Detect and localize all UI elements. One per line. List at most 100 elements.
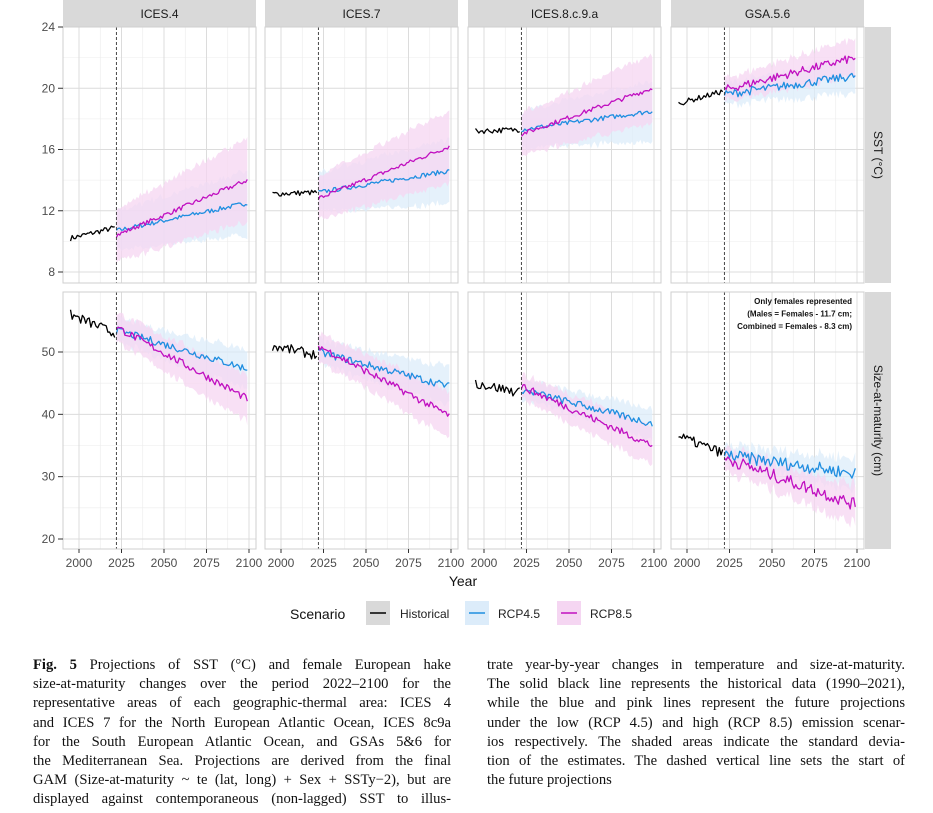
x-tick-label: 2000 [268,556,295,570]
x-tick-label: 2025 [513,556,540,570]
y-tick-label: 50 [42,345,56,359]
panel-border [467,291,662,550]
y-tick-label: 8 [48,265,55,279]
panel-border [670,291,865,550]
facet-strip [671,0,864,27]
rcp45-line [521,388,653,427]
legend-item-historical: Historical [366,601,449,625]
figure-caption-right: trate year-by-year changes in temperatur… [487,656,905,790]
x-tick-label: 2100 [236,556,263,570]
x-tick-label: 2050 [151,556,178,570]
panel-GSA.5.6-size: Only females represented (Males = Females… [670,291,865,550]
caption-line: the Mediterranean Sea. Projections are d… [33,753,451,770]
panel-ICES.7-size [264,291,459,550]
caption-line: size-at-maturity changes over the period… [33,676,451,693]
facet-strip-label: ICES.4 [140,7,178,21]
x-tick-label: 2075 [801,556,828,570]
caption-line: the future projections [487,772,612,789]
caption-line: and ICES 7 for the North European Atlant… [33,714,451,731]
rcp85-line [317,345,450,417]
caption-line: ios respectively. The shaded areas indic… [487,733,905,750]
rcp85-line [723,456,856,510]
x-tick-label: 2025 [310,556,337,570]
panel-border [264,26,459,284]
historical-line [474,379,521,397]
x-tick-label: 2050 [556,556,583,570]
rcp85-sd-ribbon [724,38,856,102]
row-strip [865,27,891,283]
row-strip-label: SST (°C) [871,131,885,179]
rcp85-sd-ribbon [521,53,653,157]
panel-ICES.7-sst [264,26,459,284]
y-tick-label: 40 [42,407,56,421]
x-tick-label: 2025 [716,556,743,570]
y-tick-label: 20 [42,532,56,546]
panel-ICES.8.c.9.a-size [467,291,662,550]
x-axis-label: Year [449,573,478,589]
rcp45-line [723,450,856,479]
caption-line: displayed against contemporaneous (non-l… [33,791,451,808]
x-tick-label: 2100 [641,556,668,570]
historical-line [69,309,116,338]
x-tick-label: 2100 [844,556,871,570]
x-tick-label: 2000 [471,556,498,570]
x-tick-label: 2075 [598,556,625,570]
legend-label: RCP8.5 [590,607,632,621]
panel-GSA.5.6-sst [670,26,865,284]
legend: Scenario Historical RCP4.5 RCP8.5 [290,601,632,625]
historical-line [678,89,724,106]
caption-line: for the South European Atlantic Ocean, a… [33,733,451,750]
x-tick-label: 2075 [395,556,422,570]
historical-line [678,433,724,457]
caption-line: representative areas of each geographic-… [33,695,451,712]
caption-line: under the low (RCP 4.5) and high (RCP 8.… [487,714,905,731]
panel-ICES.8.c.9.a-sst [467,26,662,284]
panel-annotation-line: Only females represented [754,297,852,306]
row-strip [865,292,891,549]
rcp85-line [317,145,450,200]
rcp85-line [723,55,856,92]
panel-border [62,26,257,284]
x-tick-label: 2000 [66,556,93,570]
historical-line [271,344,318,360]
caption-line: while the blue and pink lines represent … [487,695,905,712]
rcp85-sd-ribbon [318,110,450,221]
y-tick-label: 16 [42,143,56,157]
caption-line: trate year-by-year changes in temperatur… [487,657,905,673]
legend-item-rcp45: RCP4.5 [465,601,540,625]
panel-annotation-line: (Males = Females - 11.7 cm; [747,310,852,319]
x-tick-label: 2100 [438,556,465,570]
panel-border [467,26,662,284]
legend-label: Historical [400,607,449,621]
panel-border [264,291,459,550]
x-tick-label: 2050 [759,556,786,570]
historical-line [272,189,318,197]
x-tick-label: 2050 [353,556,380,570]
caption-line: GAM (Size-at-maturity ~ te (lat, long) +… [33,772,451,789]
caption-line: Fig. 5 Projections of SST (°C) and femal… [33,657,451,673]
rcp85-sd-ribbon [116,137,248,265]
y-tick-label: 20 [42,81,56,95]
rcp85-sd-ribbon [521,372,653,467]
rcp85-line [115,326,248,402]
facet-strip [468,0,661,27]
facet-strip-label: ICES.8.c.9.a [531,7,599,21]
rcp85-line [115,179,248,238]
rcp85-line [520,384,653,448]
caption-line: The solid black line represents the hist… [487,676,905,693]
rcp85-line [520,88,653,137]
rcp45-line [115,202,248,231]
legend-label: RCP4.5 [498,607,540,621]
panel-annotation-line: Combined = Females - 8.3 cm) [737,322,852,331]
y-tick-label: 30 [42,470,56,484]
panel-ICES.4-sst [62,26,257,284]
legend-item-rcp85: RCP8.5 [557,601,632,625]
x-tick-label: 2025 [108,556,135,570]
rcp45-line [723,72,856,98]
y-tick-label: 12 [42,204,56,218]
facet-strip-label: ICES.7 [342,7,380,21]
row-strip-label: Size-at-maturity (cm) [871,365,885,476]
panel-border [62,291,257,550]
facet-strip-label: GSA.5.6 [745,7,791,21]
panel-border [670,26,865,284]
